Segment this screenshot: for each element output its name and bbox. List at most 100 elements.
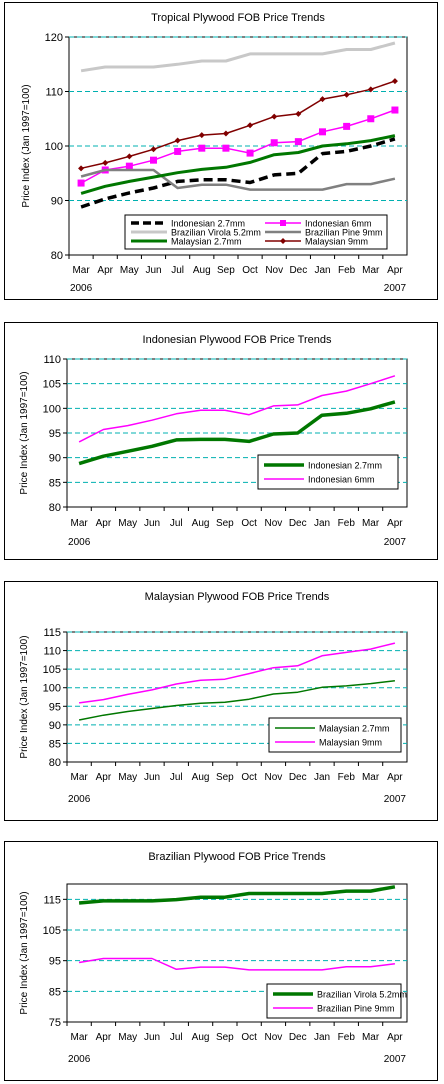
- chart-panel-tropical: Tropical Plywood FOB Price Trends 80 90 100…: [4, 2, 438, 300]
- y-tick-label: 100: [43, 403, 61, 415]
- legend-marker: [280, 220, 286, 226]
- data-point: [367, 115, 375, 123]
- x-tick-label: May: [118, 1032, 137, 1043]
- x-tick-label: Apr: [96, 518, 112, 529]
- data-point: [222, 144, 230, 152]
- year-label: 2007: [384, 794, 407, 805]
- y-tick-label: 95: [49, 701, 61, 713]
- y-tick-label: 80: [49, 757, 61, 769]
- series-line-0: [78, 400, 396, 466]
- legend-label: Malaysian 2.7mm: [319, 724, 390, 734]
- y-tick-label: 80: [49, 502, 61, 514]
- x-tick-label: Jun: [144, 772, 160, 783]
- x-tick-label: Feb: [338, 265, 356, 276]
- x-tick-label: Mar: [71, 772, 89, 783]
- x-tick-label: May: [118, 518, 137, 529]
- data-point: [150, 156, 157, 164]
- x-tick-label: Mar: [71, 1032, 89, 1043]
- year-label: 2007: [384, 283, 407, 294]
- data-point: [174, 137, 181, 144]
- x-tick-label: Apr: [387, 518, 403, 529]
- legend-label: Indonesian 6mm: [305, 219, 372, 229]
- x-tick-label: Dec: [289, 1032, 307, 1043]
- x-tick-label: Oct: [241, 518, 257, 529]
- x-tick-label: Jan: [314, 518, 330, 529]
- chart-panel-brazilian: Brazilian Plywood FOB Price Trends 75 85 95…: [4, 841, 438, 1081]
- chart-title: Indonesian Plywood FOB Price Trends: [143, 334, 332, 346]
- x-tick-label: Sep: [216, 1032, 234, 1043]
- chart-title: Tropical Plywood FOB Price Trends: [151, 12, 325, 24]
- data-point: [294, 138, 302, 146]
- y-tick-label: 115: [43, 627, 61, 639]
- y-tick-label: 90: [49, 453, 61, 465]
- legend-label: Indonesian 2.7mm: [171, 219, 245, 229]
- x-tick-label: May: [120, 265, 139, 276]
- y-tick-label: 105: [43, 664, 61, 676]
- series-line-0: [80, 137, 396, 209]
- data-point: [367, 86, 374, 93]
- chart-indonesian: Indonesian Plywood FOB Price Trends 80 85 9…: [19, 334, 408, 548]
- y-tick-label: 95: [49, 956, 61, 968]
- x-tick-label: May: [118, 772, 137, 783]
- series-line-1: [78, 375, 396, 443]
- x-tick-label: Apr: [96, 772, 112, 783]
- legend-label: Brazilian Pine 9mm: [305, 228, 383, 238]
- x-tick-label: Feb: [338, 772, 356, 783]
- y-tick-label: 120: [45, 32, 63, 44]
- series-line-4: [80, 134, 396, 195]
- data-point: [102, 159, 109, 166]
- x-tick-label: Apr: [97, 265, 113, 276]
- x-tick-label: Sep: [217, 265, 235, 276]
- x-tick-label: Oct: [241, 772, 257, 783]
- data-point: [125, 162, 133, 170]
- chart-panel-malaysian: Malaysian Plywood FOB Price Trends 80 85 90…: [4, 581, 438, 821]
- x-tick-label: Mar: [362, 772, 380, 783]
- data-point: [78, 165, 85, 172]
- data-point: [271, 113, 278, 120]
- legend-label: Malaysian 9mm: [319, 738, 382, 748]
- x-tick-label: Mar: [71, 518, 89, 529]
- x-tick-label: Aug: [192, 1032, 210, 1043]
- data-point: [391, 106, 399, 114]
- x-tick-label: Jan: [314, 265, 330, 276]
- legend-box: [124, 214, 388, 250]
- chart-malaysian: Malaysian Plywood FOB Price Trends 80 85 90…: [19, 591, 408, 805]
- legend-label: Brazilian Virola 5.2mm: [171, 228, 261, 238]
- x-tick-label: Sep: [216, 518, 234, 529]
- x-tick-label: Mar: [362, 265, 380, 276]
- x-tick-label: Mar: [362, 518, 380, 529]
- y-tick-label: 85: [49, 738, 61, 750]
- x-tick-label: Jul: [170, 772, 183, 783]
- y-tick-label: 95: [49, 428, 61, 440]
- year-label: 2006: [68, 1054, 91, 1065]
- data-point: [174, 147, 182, 155]
- y-tick-label: 105: [43, 379, 61, 391]
- y-axis-label: Price Index (Jan 1997=100): [19, 635, 30, 758]
- legend-box: [266, 983, 402, 1019]
- year-label: 2007: [384, 537, 407, 548]
- legend-label: Brazilian Pine 9mm: [317, 1004, 395, 1014]
- series-line-5: [80, 80, 396, 170]
- chart-panel-indonesian: Indonesian Plywood FOB Price Trends 80 85 9…: [4, 322, 438, 560]
- data-point: [222, 130, 229, 137]
- y-tick-label: 90: [49, 720, 61, 732]
- data-point: [198, 144, 206, 152]
- x-tick-label: Apr: [96, 1032, 112, 1043]
- y-tick-label: 115: [43, 894, 61, 906]
- x-tick-label: Mar: [72, 265, 90, 276]
- chart-tropical: Tropical Plywood FOB Price Trends 80 90 100…: [21, 12, 408, 294]
- series-line-1: [78, 957, 395, 971]
- legend-label: Malaysian 9mm: [305, 237, 368, 247]
- chart-title: Brazilian Plywood FOB Price Trends: [148, 851, 326, 863]
- data-point: [77, 179, 85, 187]
- x-tick-label: Mar: [362, 1032, 380, 1043]
- data-point: [270, 139, 278, 147]
- x-tick-label: Sep: [216, 772, 234, 783]
- y-tick-label: 100: [45, 141, 63, 153]
- y-tick-label: 75: [49, 1017, 61, 1029]
- chart-brazilian: Brazilian Plywood FOB Price Trends 75 85 95…: [19, 851, 408, 1065]
- y-tick-label: 85: [49, 477, 61, 489]
- x-tick-label: Aug: [192, 518, 210, 529]
- y-tick-label: 90: [51, 196, 63, 208]
- x-tick-label: Apr: [387, 265, 403, 276]
